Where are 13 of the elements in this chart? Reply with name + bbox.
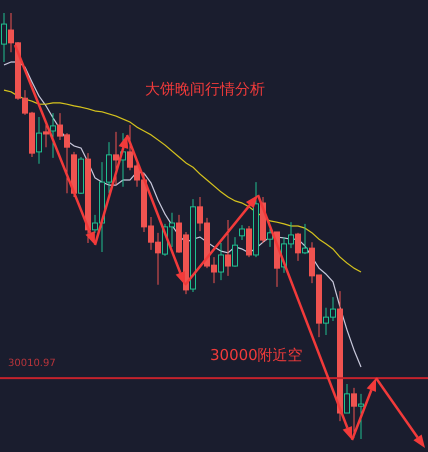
candlestick — [358, 393, 364, 440]
candlestick — [1, 12, 7, 62]
candlestick — [239, 224, 245, 241]
annotation: 30000附近空 — [210, 346, 303, 364]
candlestick — [113, 131, 119, 186]
candlestick — [218, 242, 224, 281]
candlestick — [225, 220, 231, 276]
annotation: 30010.97 — [8, 358, 56, 370]
text: 大饼晚间行情分析 — [145, 80, 265, 98]
candlestick — [50, 112, 56, 158]
candlestick — [351, 387, 357, 439]
candlestick — [232, 236, 238, 268]
candlestick — [36, 116, 42, 164]
